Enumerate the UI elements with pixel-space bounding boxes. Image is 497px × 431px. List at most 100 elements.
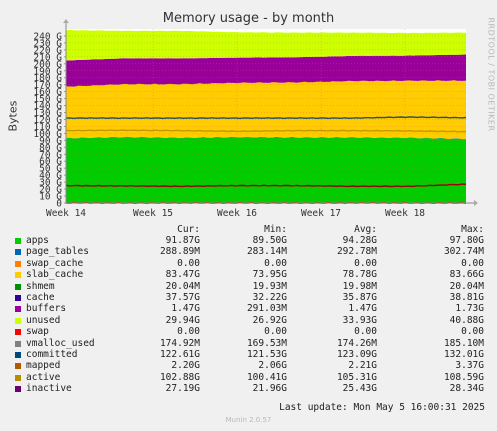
legend-name: apps [26,235,49,246]
legend-min: 73.95G [252,269,287,281]
y-tick-label: 200 G [33,59,62,70]
legend-avg: 123.09G [336,349,377,360]
area-buffers [66,53,466,61]
y-tick-label: 110 G [33,122,62,133]
y-tick-label: 60 G [39,157,62,168]
legend-avg: 35.87G [342,292,377,303]
legend-max: 132.01G [443,349,484,360]
last-update: Last update: Mon May 5 16:00:31 2025 [279,402,485,413]
legend-row-vmalloc_used: vmalloc_used 174.92M 169.53M 174.26M 185.10M [0,338,497,349]
legend-min: 121.53G [246,349,287,360]
legend-max: 0.00 [461,257,484,269]
legend-cur: 122.61G [159,349,200,360]
legend-min: 100.41G [246,371,287,383]
legend-swatch [15,329,21,336]
chart-title: Memory usage - by month [162,11,335,26]
legend-swatch [15,283,21,290]
y-tick-label: 80 G [39,143,62,154]
legend-row-cache: cache 37.57G 32.22G 35.87G 38.81G [0,292,497,303]
legend-row-swap_cache: swap_cache 0.00 0.00 0.00 0.00 [0,258,497,269]
legend-cur: 0.00 [177,326,200,338]
y-tick-label: 130 G [33,108,62,119]
legend-row-page_tables: page_tables 288.89M 283.14M 292.78M 302.74M [0,246,497,257]
legend-swatch [15,238,21,244]
legend-cur: 83.47G [165,269,200,281]
legend-swatch [15,340,21,347]
legend-cur: 37.57G [165,292,200,303]
legend-max: 20.04M [449,280,484,292]
col-cur: Cur: [177,224,200,235]
x-tick-label: Week 16 [217,208,257,219]
legend-avg: 0.00 [354,257,377,269]
y-tick-label: 20 G [39,185,62,196]
legend-name: swap_cache [26,257,84,269]
legend-cur: 102.88G [159,371,200,383]
legend-avg: 1.47G [348,303,377,315]
legend-name: buffers [26,303,67,315]
legend-name: mapped [26,360,61,372]
y-tick-label: 230 G [33,38,62,49]
legend-swatch [15,386,21,393]
y-tick-label: 120 G [33,115,62,126]
y-tick-label: 220 G [33,45,62,56]
legend-name: committed [26,349,78,360]
legend-swatch [15,352,21,358]
legend-max: 1.73G [455,303,484,315]
y-tick-label: 40 G [39,171,62,182]
x-tick-label: Week 17 [301,208,341,219]
legend-avg: 2.21G [348,360,377,372]
legend-min: 0.00 [264,257,287,269]
legend-avg: 0.00 [354,326,377,338]
legend-avg: 19.98M [342,280,377,292]
legend-name: cache [26,292,55,303]
y-tick-label: 160 G [33,87,62,98]
col-max: Max: [461,224,484,235]
legend-max: 185.10M [443,337,484,349]
legend-max: 38.81G [449,292,484,303]
legend-avg: 78.78G [342,269,377,281]
legend-swatch [15,272,21,279]
legend-row-unused: unused 29.94G 26.92G 33.93G 40.88G [0,315,497,326]
legend-cur: 91.87G [165,235,200,246]
legend-cur: 174.92M [159,337,200,349]
legend-min: 169.53M [246,337,287,349]
legend-cur: 29.94G [165,314,200,326]
y-tick-label: 170 G [33,80,62,91]
y-tick-label: 190 G [33,66,62,77]
y-tick-label: 70 G [39,150,62,161]
legend-min: 32.22G [252,292,287,303]
legend-name: swap [26,326,49,338]
legend-row-buffers: buffers 1.47G 291.03M 1.47G 1.73G [0,303,497,314]
legend-row-mapped: mapped 2.20G 2.06G 2.21G 3.37G [0,360,497,371]
legend-swatch [15,374,21,381]
legend-swatch [15,306,21,313]
legend-max: 28.34G [449,383,484,395]
legend-name: vmalloc_used [26,337,95,349]
legend-cur: 2.20G [171,360,200,372]
legend-min: 89.50G [252,235,287,246]
legend-max: 83.66G [449,269,484,281]
col-min: Min: [264,224,287,235]
legend-avg: 105.31G [336,371,377,383]
line-committed [65,116,467,120]
legend-min: 283.14M [246,246,287,258]
legend-min: 2.06G [258,360,287,372]
y-tick-label: 240 G [33,31,62,42]
legend-swatch [15,295,21,301]
legend-avg: 25.43G [342,383,377,395]
y-tick-label: 210 G [33,52,62,63]
y-tick-label: 90 G [39,136,62,147]
x-tick-label: Week 14 [46,208,86,219]
legend-min: 26.92G [252,314,287,326]
legend-avg: 94.28G [342,235,377,246]
y-tick-label: 140 G [33,101,62,112]
y-tick-label: 50 G [39,164,62,175]
legend-min: 19.93M [252,280,287,292]
area-slab_cache [66,80,466,140]
y-tick-label: 150 G [33,94,62,105]
legend-min: 291.03M [246,303,287,315]
line-active [65,129,467,133]
legend-avg: 174.26M [336,337,377,349]
